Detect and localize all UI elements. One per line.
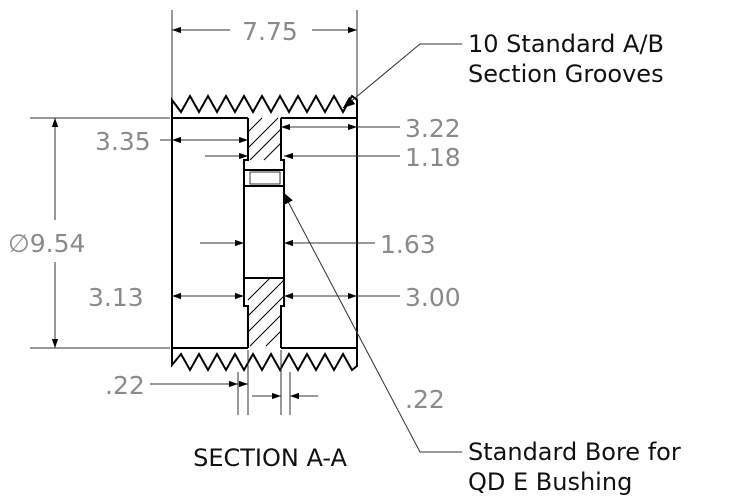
dim-bottom-right: .22 (405, 385, 445, 414)
grooves-leader (342, 43, 462, 109)
dim-bottom-left: .22 (105, 371, 145, 400)
bushing-key (249, 171, 281, 185)
dim-left-lower: 3.13 (88, 283, 144, 312)
bottom-grooves (171, 348, 358, 373)
bore-note-line2: QD E Bushing (468, 468, 632, 496)
grooves-note-line2: Section Grooves (468, 60, 664, 88)
hatch-upper (247, 117, 282, 161)
dim-hub: 1.63 (380, 230, 436, 259)
grooves-note-line1: 10 Standard A/B (468, 30, 664, 58)
web-left-profile (243, 118, 249, 348)
dim-diameter: ∅9.54 (8, 229, 85, 258)
section-title: SECTION A-A (193, 444, 347, 472)
top-grooves (171, 93, 358, 118)
dim-width-top: 7.75 (242, 17, 298, 46)
dim-right-upper: 3.22 (405, 114, 461, 143)
dim-right-upper-small: 1.18 (405, 143, 461, 172)
dim-right-lower: 3.00 (405, 283, 461, 312)
bore-leader (282, 191, 462, 453)
bore-note-line1: Standard Bore for (468, 438, 681, 466)
hatch-lower (247, 277, 285, 347)
web-right-profile (280, 118, 285, 348)
dim-left-upper: 3.35 (95, 127, 151, 156)
